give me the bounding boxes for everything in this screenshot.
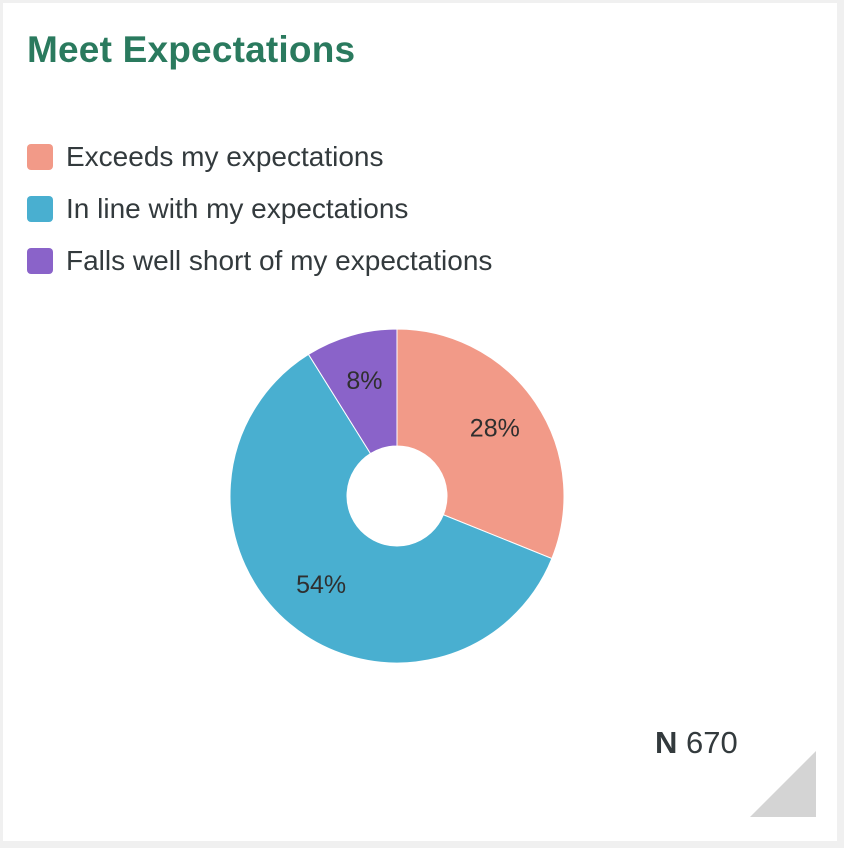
donut-chart: 28% 54% 8% (229, 328, 565, 664)
legend-swatch-exceeds (27, 144, 53, 170)
legend-item-in-line[interactable]: In line with my expectations (27, 183, 492, 235)
legend-label-falls-short: Falls well short of my expectations (66, 245, 493, 276)
resize-handle[interactable] (750, 751, 816, 817)
donut-slice-exceeds[interactable] (396, 328, 565, 560)
slice-label-falls-short: 8% (346, 367, 382, 395)
chart-title: Meet Expectations (27, 29, 356, 70)
donut-slice-in-line[interactable] (229, 353, 553, 664)
slice-label-in-line: 54% (296, 571, 346, 599)
legend-item-exceeds[interactable]: Exceeds my expectations (27, 131, 492, 183)
chart-card: Meet Expectations Exceeds my expectation… (3, 3, 837, 841)
donut-slice-falls-short[interactable] (307, 328, 398, 455)
slice-label-exceeds: 28% (470, 415, 520, 443)
sample-size-value: 670 (686, 725, 738, 760)
legend-swatch-in-line (27, 196, 53, 222)
sample-size: N 670 (655, 725, 738, 761)
legend-label-exceeds: Exceeds my expectations (66, 141, 384, 172)
chart-legend: Exceeds my expectations In line with my … (27, 131, 492, 287)
sample-size-label: N (655, 725, 678, 760)
legend-swatch-falls-short (27, 248, 53, 274)
legend-item-falls-short[interactable]: Falls well short of my expectations (27, 235, 492, 287)
legend-label-in-line: In line with my expectations (66, 193, 409, 224)
